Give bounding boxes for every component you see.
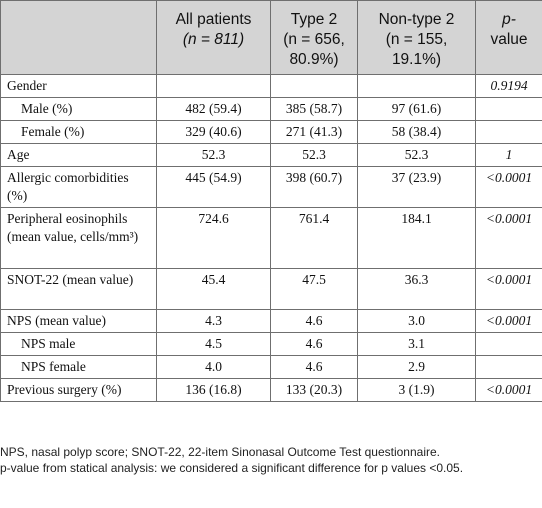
- row-label: NPS male: [0, 332, 157, 356]
- cell-non-type2: [357, 74, 476, 98]
- table-row-age: Age 52.3 52.3 52.3 1: [0, 143, 542, 167]
- row-label: Allergic comorbidities (%): [0, 166, 157, 208]
- cell-all: [156, 74, 271, 98]
- table-row-allergic-comorbidities: Allergic comorbidities (%) 445 (54.9) 39…: [0, 166, 542, 208]
- cell-p-value: 0.9194: [475, 74, 542, 98]
- cell-all: 4.3: [156, 309, 271, 333]
- cell-type2: 47.5: [270, 268, 358, 310]
- patient-characteristics-table: All patients (n = 811) Type 2 (n = 656, …: [0, 0, 542, 402]
- header-t2-n-line1: (n = 656,: [283, 31, 345, 48]
- cell-p-value: [475, 97, 542, 121]
- header-p-line1: p-: [502, 11, 516, 28]
- cell-type2: 271 (41.3): [270, 120, 358, 144]
- cell-p-value: [475, 332, 542, 356]
- cell-p-value: <0.0001: [475, 309, 542, 333]
- table-row-snot-22: SNOT-22 (mean value) 45.4 47.5 36.3 <0.0…: [0, 268, 542, 310]
- cell-non-type2: 97 (61.6): [357, 97, 476, 121]
- header-p-value: p- value: [475, 0, 542, 75]
- cell-p-value: <0.0001: [475, 378, 542, 402]
- cell-all: 4.5: [156, 332, 271, 356]
- row-label: Previous surgery (%): [0, 378, 157, 402]
- table-row-nps-male: NPS male 4.5 4.6 3.1: [0, 332, 542, 356]
- cell-all: 4.0: [156, 355, 271, 379]
- cell-non-type2: 184.1: [357, 207, 476, 269]
- row-label: Gender: [0, 74, 157, 98]
- cell-non-type2: 37 (23.9): [357, 166, 476, 208]
- header-nt2-title: Non-type 2: [378, 11, 455, 28]
- table-row-male: Male (%) 482 (59.4) 385 (58.7) 97 (61.6): [0, 97, 542, 121]
- table-row-peripheral-eosinophils: Peripheral eosinophils (mean value, cell…: [0, 207, 542, 269]
- header-nt2-n-line1: (n = 155,: [385, 31, 448, 48]
- cell-all: 482 (59.4): [156, 97, 271, 121]
- cell-type2: 398 (60.7): [270, 166, 358, 208]
- footnote-significance: p-value from statical analysis: we consi…: [0, 461, 464, 475]
- header-type-2: Type 2 (n = 656, 80.9%): [270, 0, 358, 75]
- cell-p-value: <0.0001: [475, 207, 542, 269]
- row-label: Peripheral eosinophils (mean value, cell…: [0, 207, 157, 269]
- table-row-previous-surgery: Previous surgery (%) 136 (16.8) 133 (20.…: [0, 378, 542, 402]
- cell-type2: 4.6: [270, 309, 358, 333]
- header-all-title: All patients: [175, 11, 252, 28]
- cell-non-type2: 3.1: [357, 332, 476, 356]
- header-non-type-2: Non-type 2 (n = 155, 19.1%): [357, 0, 476, 75]
- cell-p-value: 1: [475, 143, 542, 167]
- footnote-abbreviations: NPS, nasal polyp score; SNOT-22, 22-item…: [0, 445, 440, 459]
- table-row-gender: Gender 0.9194: [0, 74, 542, 98]
- cell-type2: 52.3: [270, 143, 358, 167]
- cell-all: 724.6: [156, 207, 271, 269]
- cell-type2: 4.6: [270, 355, 358, 379]
- row-label: NPS female: [0, 355, 157, 379]
- row-label: Male (%): [0, 97, 157, 121]
- cell-p-value: <0.0001: [475, 268, 542, 310]
- cell-non-type2: 3 (1.9): [357, 378, 476, 402]
- row-label: SNOT-22 (mean value): [0, 268, 157, 310]
- cell-type2: 4.6: [270, 332, 358, 356]
- row-label: Age: [0, 143, 157, 167]
- header-p-line2: value: [490, 31, 528, 48]
- header-row: All patients (n = 811) Type 2 (n = 656, …: [0, 0, 542, 75]
- cell-type2: 133 (20.3): [270, 378, 358, 402]
- table-footnote: NPS, nasal polyp score; SNOT-22, 22-item…: [0, 444, 542, 476]
- cell-all: 445 (54.9): [156, 166, 271, 208]
- table-row-nps: NPS (mean value) 4.3 4.6 3.0 <0.0001: [0, 309, 542, 333]
- row-label: NPS (mean value): [0, 309, 157, 333]
- cell-non-type2: 52.3: [357, 143, 476, 167]
- table-row-female: Female (%) 329 (40.6) 271 (41.3) 58 (38.…: [0, 120, 542, 144]
- cell-non-type2: 2.9: [357, 355, 476, 379]
- table-container: All patients (n = 811) Type 2 (n = 656, …: [0, 0, 542, 402]
- row-label: Female (%): [0, 120, 157, 144]
- cell-type2: 761.4: [270, 207, 358, 269]
- cell-non-type2: 36.3: [357, 268, 476, 310]
- cell-type2: [270, 74, 358, 98]
- cell-p-value: [475, 355, 542, 379]
- cell-type2: 385 (58.7): [270, 97, 358, 121]
- header-nt2-n-line2: 19.1%): [391, 51, 442, 68]
- cell-non-type2: 3.0: [357, 309, 476, 333]
- header-all-n: (n = 811): [182, 31, 245, 48]
- cell-all: 329 (40.6): [156, 120, 271, 144]
- header-all-patients: All patients (n = 811): [156, 0, 271, 75]
- header-t2-n-line2: 80.9%): [289, 51, 339, 68]
- cell-p-value: <0.0001: [475, 166, 542, 208]
- header-blank-cell: [0, 0, 157, 75]
- table-row-nps-female: NPS female 4.0 4.6 2.9: [0, 355, 542, 379]
- cell-all: 136 (16.8): [156, 378, 271, 402]
- header-t2-title: Type 2: [290, 11, 338, 28]
- cell-p-value: [475, 120, 542, 144]
- cell-all: 52.3: [156, 143, 271, 167]
- cell-all: 45.4: [156, 268, 271, 310]
- cell-non-type2: 58 (38.4): [357, 120, 476, 144]
